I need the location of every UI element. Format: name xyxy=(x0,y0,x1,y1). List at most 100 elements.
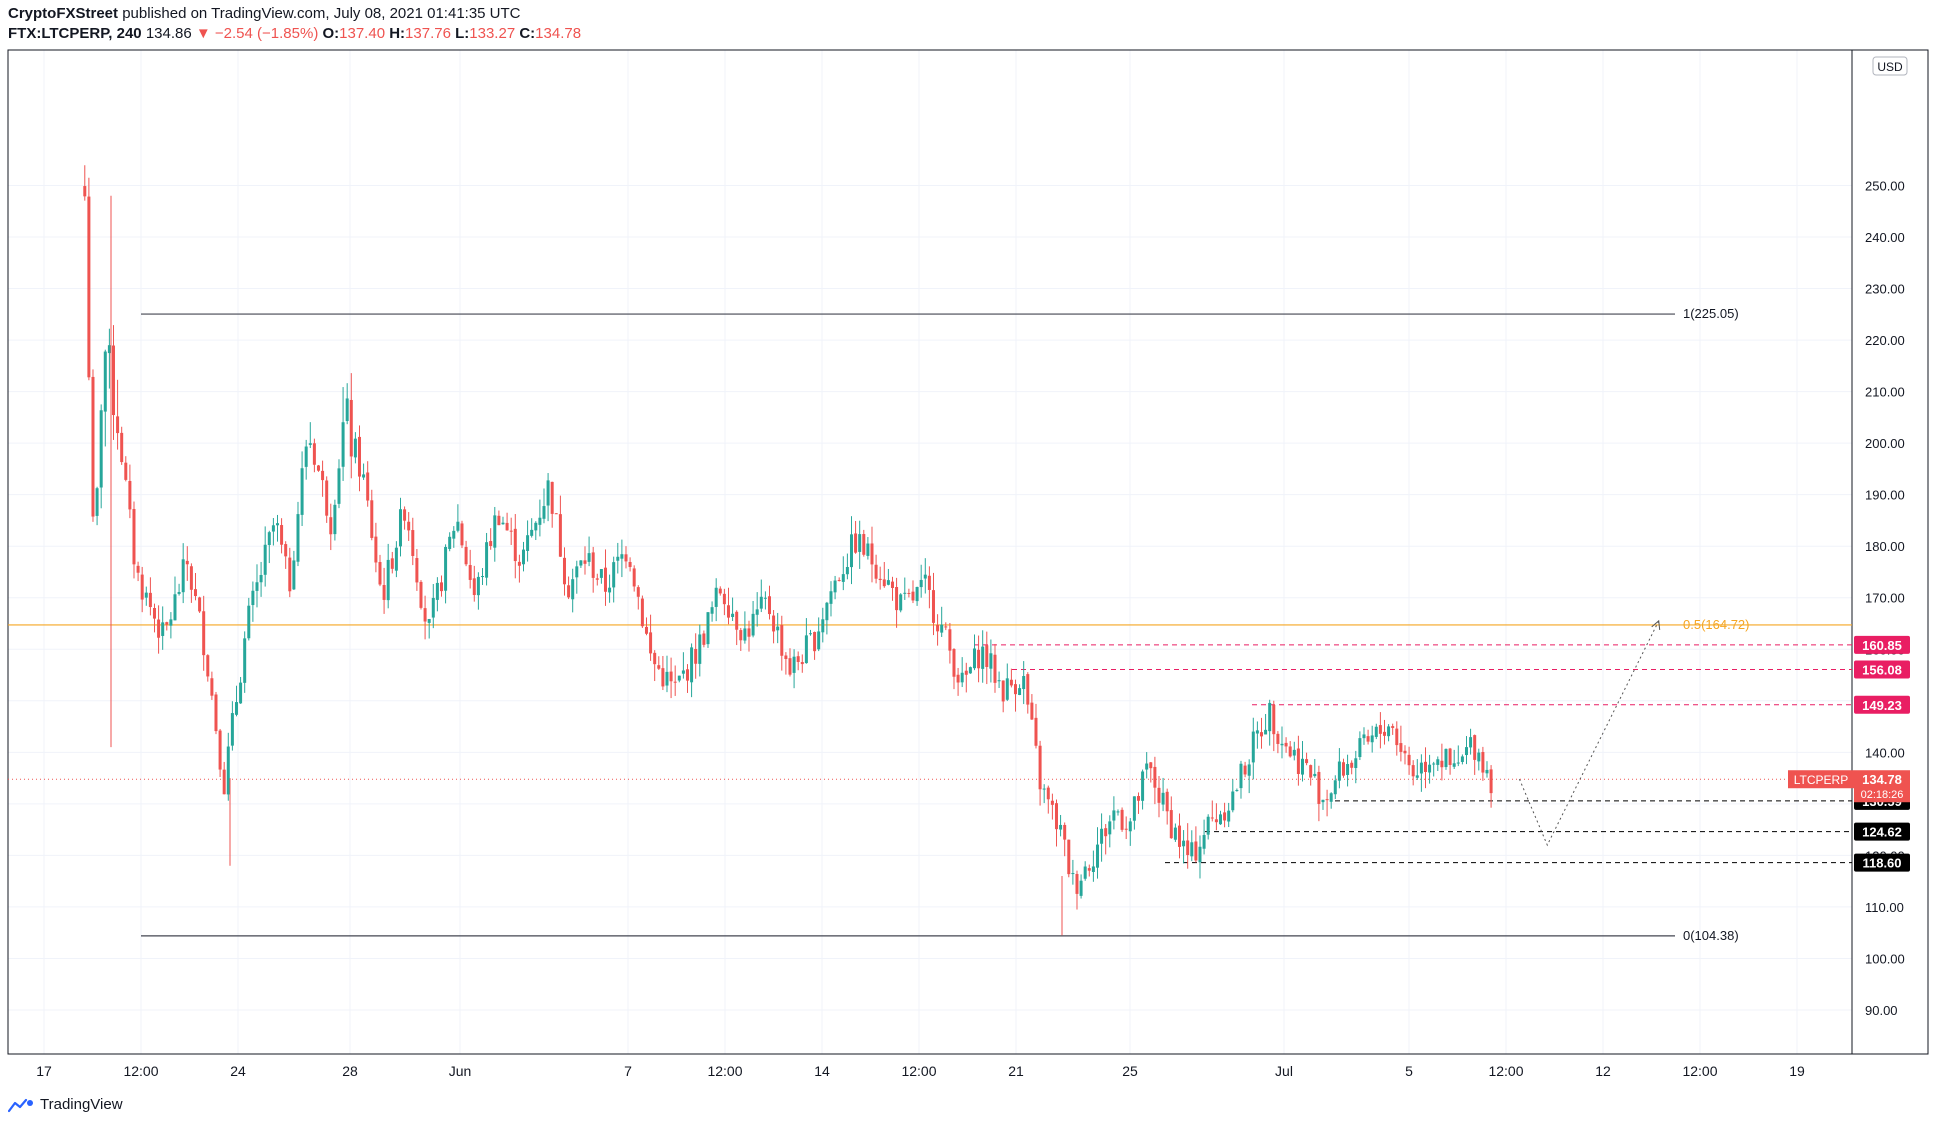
price-axis[interactable]: 90.00100.00110.00120.00130.00140.00150.0… xyxy=(1865,178,1905,1018)
candle-body xyxy=(665,671,669,686)
candle-body xyxy=(325,480,329,516)
candle-body xyxy=(1374,726,1378,737)
candle-body xyxy=(874,564,878,579)
candle-body xyxy=(899,594,903,611)
candle-body xyxy=(452,530,456,539)
candle-body xyxy=(1059,824,1063,830)
candle-body xyxy=(1428,764,1432,773)
candle-body xyxy=(489,541,493,547)
candle-body xyxy=(1411,765,1415,777)
support-price-tag: 124.62 xyxy=(1862,825,1902,840)
candle-body xyxy=(345,398,349,421)
candle-body xyxy=(480,576,484,578)
time-tick-label: 12:00 xyxy=(123,1063,158,1079)
candle-body xyxy=(1206,816,1210,835)
candle-body xyxy=(1436,759,1440,765)
candle-body xyxy=(1280,743,1284,746)
candle-body xyxy=(1473,735,1477,760)
candle-body xyxy=(509,530,513,532)
candle-body xyxy=(632,568,636,587)
candle-body xyxy=(1460,756,1464,762)
candle-body xyxy=(218,730,222,770)
candle-body xyxy=(169,619,173,626)
time-tick-label: 19 xyxy=(1789,1063,1805,1079)
candle-body xyxy=(1046,787,1050,800)
candle-body xyxy=(1157,787,1161,803)
candle-body xyxy=(960,672,964,683)
candle-body xyxy=(755,609,759,615)
candle-body xyxy=(1112,810,1116,821)
candle-body xyxy=(1026,674,1030,705)
candle-body xyxy=(673,681,677,683)
candle-body xyxy=(1423,761,1427,772)
symbol-label[interactable]: FTX:LTCPERP, 240 xyxy=(8,25,142,42)
candle-body xyxy=(796,656,800,662)
candle-body xyxy=(538,517,542,525)
candle-body xyxy=(468,565,472,580)
low-value: 133.27 xyxy=(469,25,516,42)
candle-body xyxy=(575,566,579,578)
open-value: 137.40 xyxy=(339,25,386,42)
candle-body xyxy=(968,667,972,674)
candle-body xyxy=(136,565,140,573)
candle-body xyxy=(1005,678,1009,700)
candle-body xyxy=(1284,742,1288,747)
candle-body xyxy=(1391,726,1395,728)
candle-body xyxy=(83,186,87,197)
candle-body xyxy=(1022,676,1026,690)
candle-body xyxy=(833,580,837,593)
candle-body xyxy=(1218,814,1222,825)
candle-body xyxy=(1292,749,1296,756)
candle-body xyxy=(378,562,382,585)
candle-body xyxy=(1050,800,1054,805)
resistance-price-tag: 160.85 xyxy=(1862,638,1902,653)
candle-body xyxy=(759,596,763,609)
candle-body xyxy=(1440,760,1444,768)
chart-header: CryptoFXStreet published on TradingView.… xyxy=(8,4,581,44)
candle-body xyxy=(304,446,308,467)
candle-body xyxy=(653,652,657,665)
time-tick-label: 28 xyxy=(342,1063,358,1079)
footer-brand[interactable]: TradingView xyxy=(40,1096,123,1113)
candle-body xyxy=(271,525,275,532)
price-tick-label: 240.00 xyxy=(1865,230,1905,245)
support-price-tag-bg xyxy=(1854,853,1910,872)
candle-body xyxy=(813,632,817,652)
candle-body xyxy=(1198,846,1202,863)
candle-body xyxy=(140,574,144,600)
time-tick-label: 12:00 xyxy=(707,1063,742,1079)
candle-body xyxy=(427,618,431,623)
candle-body xyxy=(1354,758,1358,769)
candle-body xyxy=(165,622,169,625)
candle-body xyxy=(685,669,689,681)
candle-body xyxy=(1227,810,1231,822)
time-tick-label: 12:00 xyxy=(1488,1063,1523,1079)
candle-body xyxy=(698,634,702,664)
price-tick-label: 110.00 xyxy=(1865,900,1904,915)
candle-body xyxy=(1399,743,1403,752)
candle-body xyxy=(394,547,398,571)
candle-body xyxy=(292,560,296,590)
candle-body xyxy=(407,521,411,531)
candle-body xyxy=(280,525,284,545)
candle-body xyxy=(157,619,161,638)
candle-body xyxy=(1001,680,1005,702)
candle-body xyxy=(911,591,915,601)
candle-body xyxy=(1214,819,1218,823)
author-name[interactable]: CryptoFXStreet xyxy=(8,5,119,22)
candle-body xyxy=(804,635,808,664)
currency-badge[interactable]: USD xyxy=(1872,56,1908,76)
candle-body xyxy=(1194,841,1198,861)
candle-body xyxy=(923,574,927,579)
candle-body xyxy=(1145,763,1149,770)
candle-body xyxy=(124,462,128,480)
candle-body xyxy=(173,594,177,621)
time-axis[interactable]: 17 12:00 24 28 Jun 7 12:00 14 12:00 21 25 Jul 5 12:00… xyxy=(36,1063,1805,1079)
candle-body xyxy=(636,587,640,597)
candle-body xyxy=(193,589,197,597)
candle-body xyxy=(1251,731,1255,763)
candle-body xyxy=(386,559,390,601)
candle-body xyxy=(448,536,452,549)
candle-body xyxy=(722,593,726,605)
